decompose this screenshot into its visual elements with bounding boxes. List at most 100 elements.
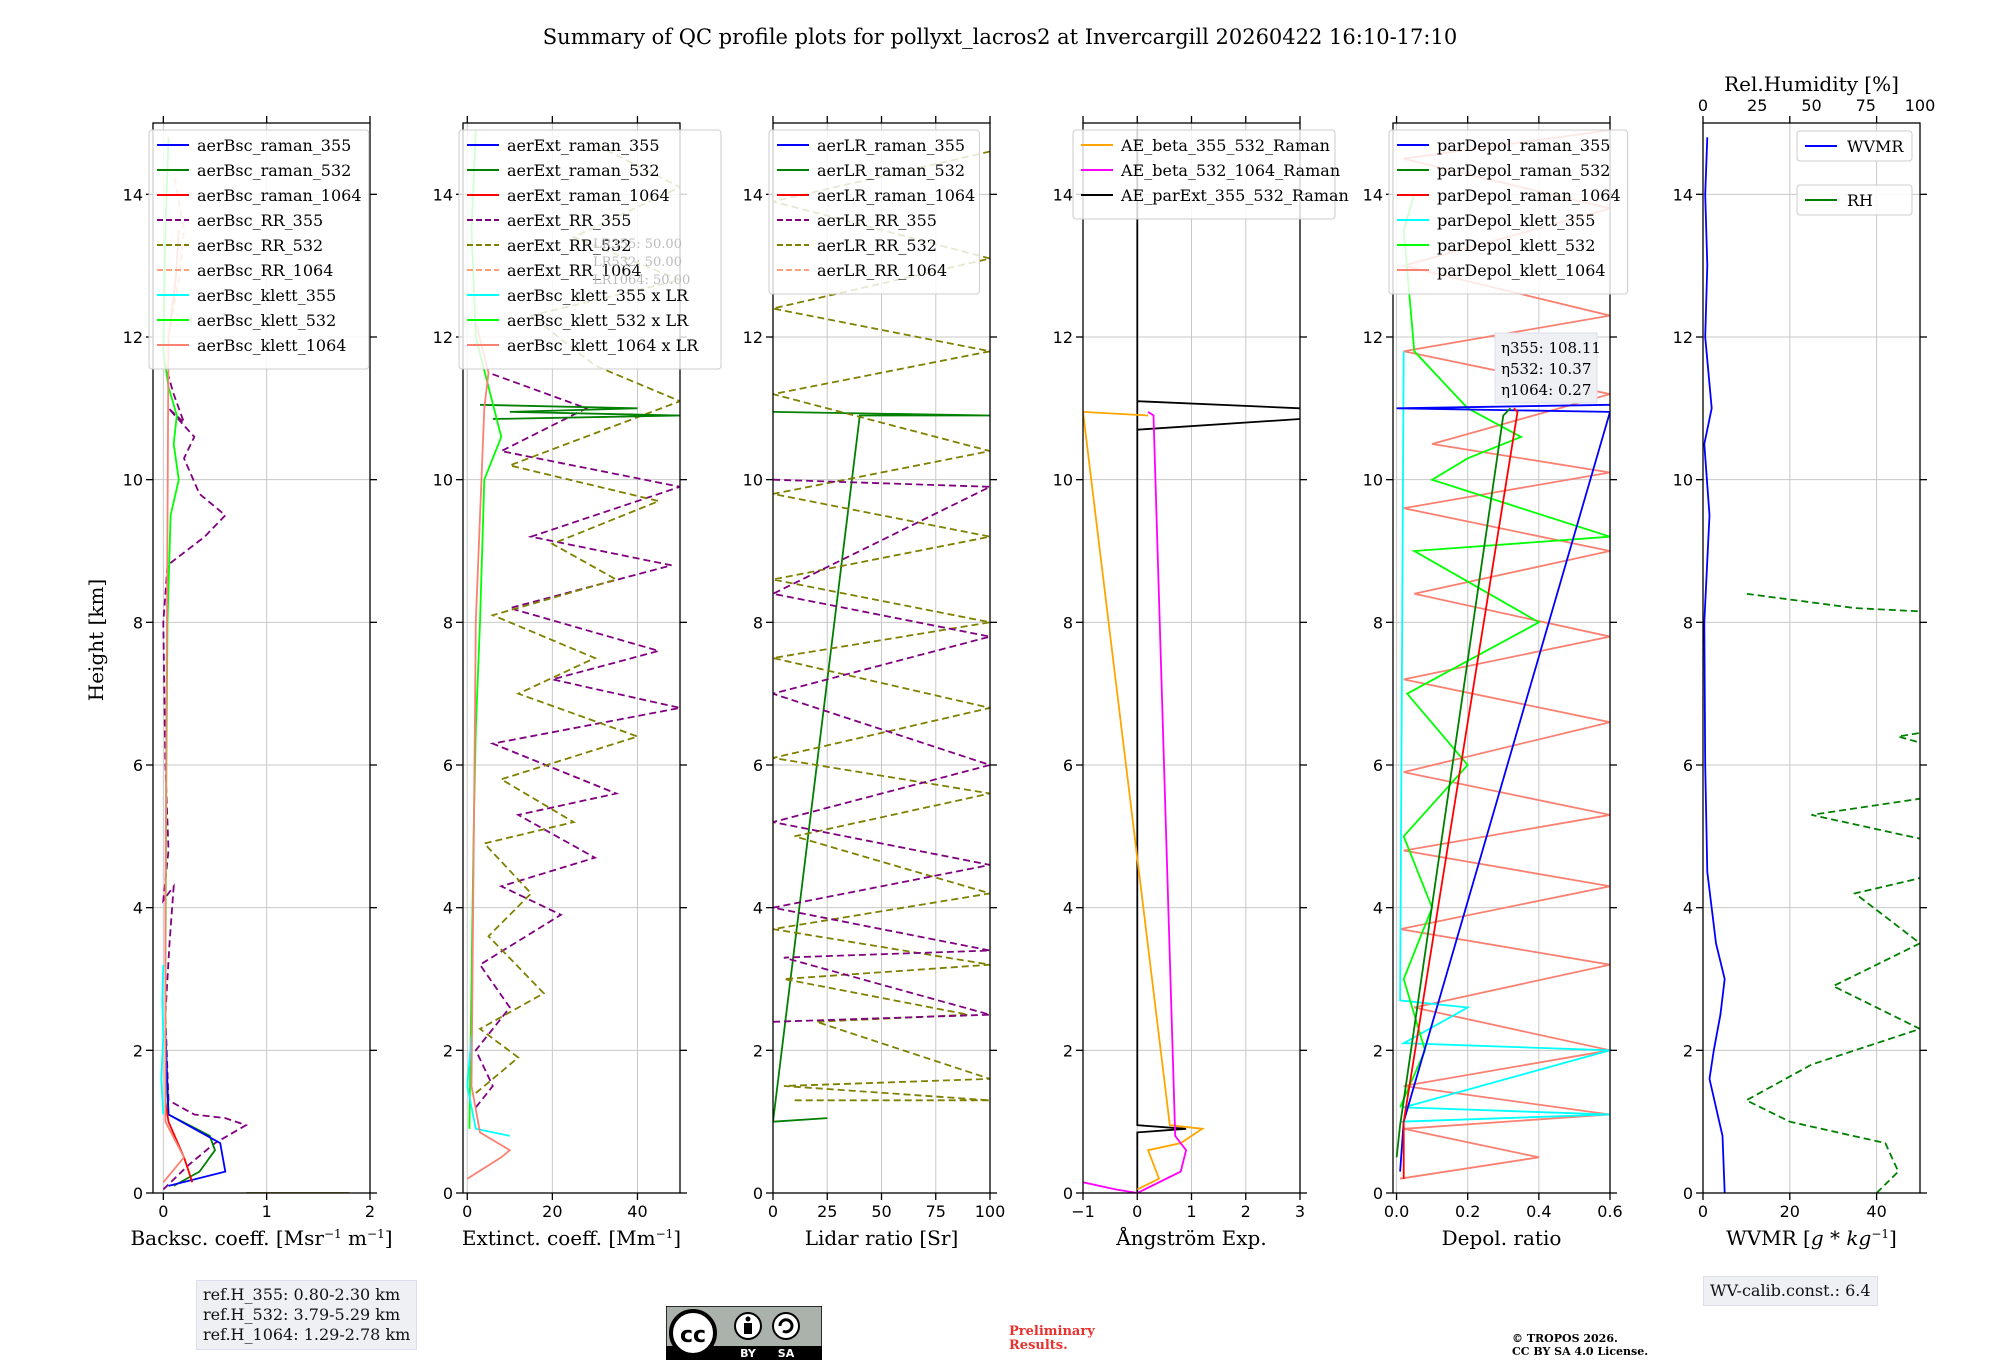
x-axis-label: Depol. ratio bbox=[1442, 1226, 1562, 1250]
series-aerBsc_klett_355 bbox=[160, 964, 165, 1115]
x-tick-label: 40 bbox=[1866, 1202, 1886, 1221]
legend-label: aerBsc_klett_355 bbox=[197, 286, 336, 305]
eta-box bbox=[1494, 332, 1598, 404]
sa-label: SA bbox=[778, 1347, 795, 1360]
legend-label: parDepol_raman_355 bbox=[1437, 136, 1610, 155]
y-tick-label: 12 bbox=[123, 328, 143, 347]
panel-wv: 0 2 4 6 8 10 12 14 0 20 40 0 25 50 75 100 Rel.Humidity [… bbox=[1673, 72, 1936, 1250]
axes-frame bbox=[1392, 122, 1611, 1194]
y-tick-label: 2 bbox=[1063, 1041, 1073, 1060]
x-axis-label: Ångström Exp. bbox=[1115, 1225, 1266, 1250]
series-parDepol_raman_532 bbox=[1395, 407, 1512, 1158]
wv-calib-constant: WV-calib.const.: 6.4 bbox=[1710, 1281, 1871, 1300]
top-x-tick-label: 50 bbox=[1801, 96, 1821, 115]
preliminary-line-2: Results. bbox=[1009, 1338, 1068, 1353]
panel-lr: 0 2 4 6 8 10 12 14 0 25 50 75 100 Lidar ratio [Sr] aer… bbox=[743, 116, 1006, 1250]
legend-label: aerLR_raman_355 bbox=[817, 136, 965, 155]
x-tick-label: 50 bbox=[871, 1202, 891, 1221]
y-tick-label: 4 bbox=[133, 899, 143, 918]
x-axis-label: Lidar ratio [Sr] bbox=[805, 1226, 959, 1250]
reference-height-box: ref.H_355: 0.80-2.30 km ref.H_532: 3.79-… bbox=[196, 1280, 418, 1350]
x-tick-label: 2 bbox=[1241, 1202, 1251, 1221]
legend-label: parDepol_raman_532 bbox=[1437, 161, 1610, 180]
series-WVMR bbox=[1703, 137, 1726, 1193]
y-tick-label: 4 bbox=[1373, 899, 1383, 918]
y-tick-label: 10 bbox=[433, 471, 453, 490]
y-tick-label: 14 bbox=[1673, 185, 1693, 204]
y-tick-label: 8 bbox=[1683, 613, 1693, 632]
preliminary-results-note: Preliminary Results. bbox=[1009, 1325, 1095, 1353]
y-tick-label: 12 bbox=[1363, 328, 1383, 347]
legend-label: parDepol_raman_1064 bbox=[1437, 186, 1621, 205]
by-person-icon bbox=[745, 1316, 751, 1322]
legend-label: aerLR_raman_1064 bbox=[817, 186, 975, 205]
x-axis-label: Extinct. coeff. [Mm−1] bbox=[462, 1226, 681, 1250]
legend-label: aerExt_RR_532 bbox=[507, 236, 631, 255]
legend-label: AE_beta_355_532_Raman bbox=[1120, 136, 1330, 155]
y-tick-label: 2 bbox=[133, 1041, 143, 1060]
y-axis-label: Height [km] bbox=[84, 579, 108, 701]
y-tick-label: 2 bbox=[1373, 1041, 1383, 1060]
x-tick-label: 25 bbox=[817, 1202, 837, 1221]
legend-label: aerLR_raman_532 bbox=[817, 161, 965, 180]
y-tick-label: 6 bbox=[1373, 756, 1383, 775]
y-tick-label: 2 bbox=[443, 1041, 453, 1060]
axes-frame bbox=[1702, 122, 1921, 1194]
legend-box bbox=[768, 129, 980, 295]
series-RH bbox=[1744, 592, 1920, 1193]
x-tick-label: 40 bbox=[627, 1202, 647, 1221]
legend-label: aerLR_RR_532 bbox=[817, 236, 937, 255]
legend-label: aerLR_RR_355 bbox=[817, 211, 937, 230]
y-tick-label: 6 bbox=[1063, 756, 1073, 775]
x-axis-label: WVMR [g * kg−1] bbox=[1726, 1226, 1897, 1250]
series-parDepol_klett_532 bbox=[1399, 194, 1610, 1108]
series-group-lr bbox=[773, 150, 990, 1123]
y-tick-label: 0 bbox=[1683, 1184, 1693, 1203]
y-tick-label: 10 bbox=[1673, 471, 1693, 490]
legend-label: aerBsc_raman_532 bbox=[197, 161, 351, 180]
ref-height-1064: ref.H_1064: 1.29-2.78 km bbox=[203, 1325, 411, 1344]
series-group-wv bbox=[1703, 137, 1920, 1193]
preliminary-line-1: Preliminary bbox=[1009, 1324, 1095, 1339]
series-aerBsc_raman_355 bbox=[164, 1028, 227, 1187]
y-tick-label: 6 bbox=[443, 756, 453, 775]
lidar-ratio-label: LR355: 50.00 bbox=[593, 237, 682, 252]
y-tick-label: 10 bbox=[1363, 471, 1383, 490]
y-tick-label: 0 bbox=[1373, 1184, 1383, 1203]
y-tick-label: 0 bbox=[753, 1184, 763, 1203]
y-tick-label: 8 bbox=[753, 613, 763, 632]
copyright-line-2: CC BY SA 4.0 License. bbox=[1512, 1345, 1649, 1358]
legend-label: WVMR bbox=[1847, 137, 1904, 156]
y-tick-label: 8 bbox=[1373, 613, 1383, 632]
y-tick-label: 8 bbox=[133, 613, 143, 632]
legend-box bbox=[1388, 129, 1629, 295]
eta-value: η532: 10.37 bbox=[1501, 360, 1591, 378]
y-tick-label: 4 bbox=[753, 899, 763, 918]
legend-label: aerBsc_raman_1064 bbox=[197, 186, 362, 205]
top-x-tick-label: 75 bbox=[1856, 96, 1876, 115]
series-aerBsc_raman_532 bbox=[164, 1050, 217, 1187]
panel-ext: 0 2 4 6 8 10 12 14 0 20 40 Extinct. coeff. [Mm−1] ae… bbox=[433, 116, 722, 1250]
ref-height-355: ref.H_355: 0.80-2.30 km bbox=[203, 1285, 401, 1304]
eta-value: η1064: 0.27 bbox=[1501, 381, 1591, 399]
axes-frame bbox=[462, 122, 681, 1194]
x-tick-label: 0 bbox=[768, 1202, 778, 1221]
y-tick-label: 14 bbox=[123, 185, 143, 204]
x-tick-label: −1 bbox=[1071, 1202, 1095, 1221]
x-tick-label: 0.6 bbox=[1597, 1202, 1622, 1221]
y-tick-label: 2 bbox=[1683, 1041, 1693, 1060]
series-aerBsc_RR_355 bbox=[162, 358, 249, 1191]
legend-box bbox=[148, 129, 370, 370]
series-parDepol_raman_355 bbox=[1396, 403, 1610, 1172]
top-x-tick-label: 0 bbox=[1698, 96, 1708, 115]
top-x-tick-label: 100 bbox=[1905, 96, 1936, 115]
legend-label: aerBsc_klett_1064 bbox=[197, 336, 346, 355]
x-tick-label: 0.4 bbox=[1526, 1202, 1551, 1221]
wv-calibration-box: WV-calib.const.: 6.4 bbox=[1703, 1276, 1878, 1306]
x-tick-label: 100 bbox=[975, 1202, 1006, 1221]
legend-label: aerBsc_klett_532 x LR bbox=[507, 311, 689, 330]
y-tick-label: 2 bbox=[753, 1041, 763, 1060]
